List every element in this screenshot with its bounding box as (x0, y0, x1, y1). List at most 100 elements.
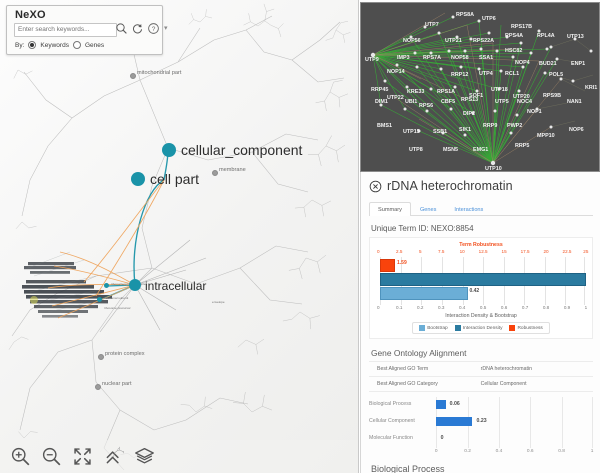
search-panel[interactable]: NeXO ? ▾ By: Keyword (6, 5, 168, 55)
svg-text:UTP6: UTP6 (482, 16, 496, 22)
bar-bootstrap[interactable] (380, 287, 468, 300)
unique-term-id: Unique Term ID: NEXO:8854 (371, 224, 474, 233)
svg-text:SOF1: SOF1 (469, 93, 483, 99)
svg-text:RPS17B: RPS17B (511, 24, 532, 30)
go-tick: 0 (434, 449, 438, 454)
svg-text:RPS1A: RPS1A (437, 89, 455, 95)
zoom-out-icon[interactable] (41, 446, 62, 467)
table-row: Best Aligned GO Term rDNA heterochromati… (369, 362, 593, 377)
svg-text:NOC4: NOC4 (517, 99, 532, 105)
go-value-biological-process: 0.06 (449, 401, 460, 407)
filter-by-row: By: Keywords Genes (15, 41, 104, 49)
svg-text:SSB1: SSB1 (433, 129, 447, 135)
radio-genes-label[interactable]: Genes (84, 41, 105, 49)
svg-text:UTP22: UTP22 (387, 95, 404, 101)
svg-text:RPS7A: RPS7A (423, 55, 441, 61)
legend-item-bootstrap[interactable]: Bootstrap (419, 325, 448, 331)
term-details-panel: rDNA heterochromatin Summary Genes Inter… (360, 172, 600, 473)
collapse-icon[interactable] (103, 446, 124, 467)
top-tick: 12.5 (478, 249, 488, 254)
top-tick: 5 (418, 249, 422, 254)
node-protein-complex[interactable] (98, 354, 104, 360)
biological-process-title: Biological Process (371, 464, 445, 473)
node-intracellular[interactable] (129, 279, 141, 291)
ontology-network-panel[interactable]: NeXO ? ▾ By: Keyword (0, 0, 359, 473)
page-title: rDNA heterochromatin (387, 179, 513, 193)
go-bar-cellular-component[interactable] (436, 417, 473, 426)
radio-genes[interactable] (72, 41, 81, 49)
reset-icon[interactable] (131, 22, 144, 35)
svg-text:RPL4A: RPL4A (537, 33, 555, 39)
go-tick: 1 (590, 449, 594, 454)
search-input[interactable] (14, 23, 117, 37)
row-key: Best Aligned GO Category (377, 381, 438, 387)
svg-text:NOP6: NOP6 (569, 127, 584, 133)
svg-text:RRP9: RRP9 (483, 123, 497, 129)
go-bar-biological-process[interactable] (436, 400, 446, 409)
radio-keywords-label[interactable]: Keywords (40, 41, 69, 49)
svg-text:IMP3: IMP3 (397, 55, 410, 61)
tab-summary[interactable]: Summary (369, 202, 411, 216)
svg-text:RPS6: RPS6 (419, 103, 433, 109)
bottom-tick: 0.7 (521, 305, 529, 310)
go-tick: 0.6 (526, 449, 534, 454)
go-alignment-table: Best Aligned GO Term rDNA heterochromati… (369, 361, 593, 392)
gene-interaction-network-panel[interactable]: UTP9 UTP10 RPS8A UTP6 UTP7 RPS17B NOP56 … (360, 2, 600, 172)
top-tick: 20 (543, 249, 549, 254)
svg-text:UTP18: UTP18 (491, 87, 508, 93)
close-circle-icon[interactable] (369, 180, 382, 193)
layers-icon[interactable] (134, 446, 155, 467)
svg-text:HSC82: HSC82 (505, 48, 522, 54)
svg-text:RPS13: RPS13 (461, 97, 478, 103)
svg-text:NOP14: NOP14 (387, 69, 405, 75)
bottom-tick: 0.9 (563, 305, 571, 310)
top-tick: 2.5 (396, 249, 403, 254)
node-label-nuclear-part: nuclear part (102, 381, 132, 387)
svg-text:UTP8: UTP8 (409, 147, 423, 153)
bottom-tick: 0.8 (542, 305, 550, 310)
radio-keywords[interactable] (28, 41, 37, 49)
svg-text:SIK1: SIK1 (459, 127, 471, 133)
bottom-tick: 0.6 (500, 305, 508, 310)
legend-item-robustness[interactable]: Robustness (509, 325, 543, 331)
zoom-in-icon[interactable] (10, 446, 31, 467)
svg-text:UTP13: UTP13 (567, 34, 584, 40)
bottom-tick: 0.2 (417, 305, 424, 310)
tab-genes[interactable]: Genes (419, 207, 437, 213)
svg-text:DIP2: DIP2 (463, 111, 475, 117)
svg-text:BMS1: BMS1 (377, 123, 392, 129)
go-value-cellular-component: 0.23 (476, 418, 487, 424)
go-tick: 0.4 (495, 449, 503, 454)
go-alignment-title: Gene Ontology Alignment (371, 348, 467, 358)
go-bar-row: Biological Process 0.06 (369, 397, 593, 414)
top-tick: 22.5 (562, 249, 572, 254)
node-mitochondrial-part[interactable] (130, 73, 136, 79)
go-tick: 0.2 (464, 449, 471, 454)
legend-item-interaction-density[interactable]: Interaction Density (454, 325, 502, 331)
svg-text:SSA1: SSA1 (479, 55, 493, 61)
svg-text:UTP7: UTP7 (425, 22, 439, 28)
tab-interactions[interactable]: Interactions (454, 207, 484, 213)
detail-tabs: Summary Genes Interactions (369, 201, 593, 216)
node-ribonucleoprotein-complex[interactable] (104, 283, 109, 288)
node-cell-part[interactable] (131, 172, 145, 186)
chevron-down-icon[interactable]: ▾ (164, 25, 168, 32)
gene-interaction-graph[interactable]: UTP9 UTP10 RPS8A UTP6 UTP7 RPS17B NOP56 … (361, 3, 599, 171)
node-membrane[interactable] (212, 170, 218, 176)
node-ribosomal-subunit[interactable] (97, 297, 102, 302)
legend-swatch-interaction-density (454, 325, 461, 331)
search-icon[interactable] (115, 22, 128, 35)
row-value: rDNA heterochromatin (480, 366, 532, 372)
go-label-biological-process: Biological Process (369, 401, 412, 407)
bottom-tick: 0.5 (479, 305, 487, 310)
node-nuclear-part[interactable] (95, 384, 101, 390)
node-cellular-component[interactable] (162, 143, 176, 157)
bar-value-robustness: 1.59 (397, 260, 407, 266)
svg-text:NAN1: NAN1 (567, 99, 582, 105)
help-icon[interactable]: ? (147, 22, 160, 35)
fit-screen-icon[interactable] (72, 446, 93, 467)
bar-robustness[interactable] (380, 259, 396, 272)
bottom-tick: 0.3 (437, 305, 445, 310)
bar-interaction-density[interactable] (380, 273, 586, 286)
row-key: Best Aligned GO Term (377, 366, 429, 372)
